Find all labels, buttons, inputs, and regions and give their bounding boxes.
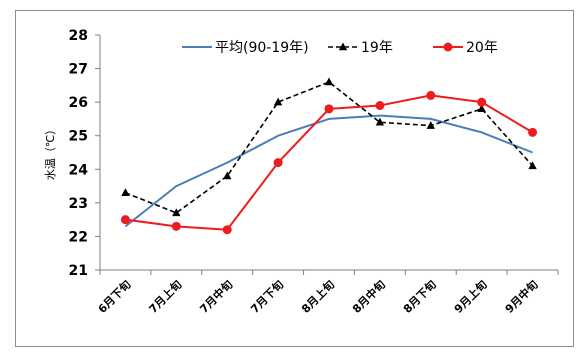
series-2 (120, 90, 538, 235)
legend-label: 平均(90-19年) (215, 40, 309, 56)
series-group (120, 77, 538, 235)
x-tick-label: 8月中旬 (349, 277, 388, 316)
series-1 (121, 77, 537, 217)
y-ticks: 21 22 23 24 25 26 27 28 (69, 28, 100, 279)
series-0 (124, 114, 533, 228)
series-line (125, 81, 534, 214)
x-tick-label: 7月中旬 (197, 277, 236, 316)
x-tick-label: 8月下旬 (400, 277, 439, 316)
legend-item: 平均(90-19年) (182, 40, 309, 56)
data-point (375, 117, 385, 126)
data-point (223, 171, 232, 180)
data-point (171, 221, 181, 231)
y-tick-label: 22 (69, 229, 88, 245)
x-tick-label: 9月中旬 (502, 277, 541, 316)
data-point (477, 104, 486, 113)
y-tick-label: 21 (69, 263, 88, 279)
x-tick-label: 8月上旬 (298, 277, 337, 316)
legend-item: 20年 (433, 40, 498, 56)
x-ticks: 6月下旬 7月上旬 7月中旬 7月下旬 8月上旬 8月中旬 8月下旬 9月上旬 9月中旬 (95, 270, 559, 316)
legend: 平均(90-19年) 19年 20年 (182, 40, 498, 56)
legend-marker (443, 42, 453, 52)
series-line (124, 114, 533, 228)
data-point (273, 97, 283, 106)
legend-marker (338, 42, 348, 51)
legend-item: 19年 (328, 40, 393, 56)
data-point (222, 225, 232, 235)
series-line (125, 94, 534, 231)
x-tick-label: 6月下旬 (95, 277, 134, 316)
line-chart: 21 22 23 24 25 26 27 28 6月下旬 7月上旬 7月中旬 7月下旬 8月上旬 8月中… (44, 28, 559, 316)
data-point (528, 127, 538, 137)
y-tick-label: 26 (69, 95, 88, 111)
x-tick-label: 7月上旬 (146, 277, 185, 316)
data-point (324, 104, 334, 114)
data-point (172, 208, 181, 217)
y-tick-label: 27 (69, 62, 88, 78)
chart-frame: 21 22 23 24 25 26 27 28 6月下旬 7月上旬 7月中旬 7月下旬 8月上旬 8月中… (15, 10, 574, 347)
data-point (528, 161, 537, 170)
y-tick-label: 23 (69, 196, 88, 212)
y-tick-label: 24 (69, 162, 89, 178)
data-point (121, 188, 130, 196)
data-point (375, 101, 385, 110)
data-point (477, 97, 487, 107)
data-point (426, 90, 436, 100)
data-point (426, 121, 435, 129)
y-tick-label: 28 (69, 28, 88, 44)
axes (99, 35, 558, 271)
x-tick-label: 9月上旬 (451, 277, 490, 316)
legend-label: 19年 (361, 40, 393, 56)
y-tick-label: 25 (69, 129, 88, 145)
data-point (273, 158, 283, 168)
legend-label: 20年 (466, 40, 498, 56)
y-axis-label: 水温（℃） (44, 124, 57, 180)
x-tick-label: 7月下旬 (248, 277, 287, 316)
data-point (120, 215, 130, 225)
data-point (324, 77, 334, 86)
